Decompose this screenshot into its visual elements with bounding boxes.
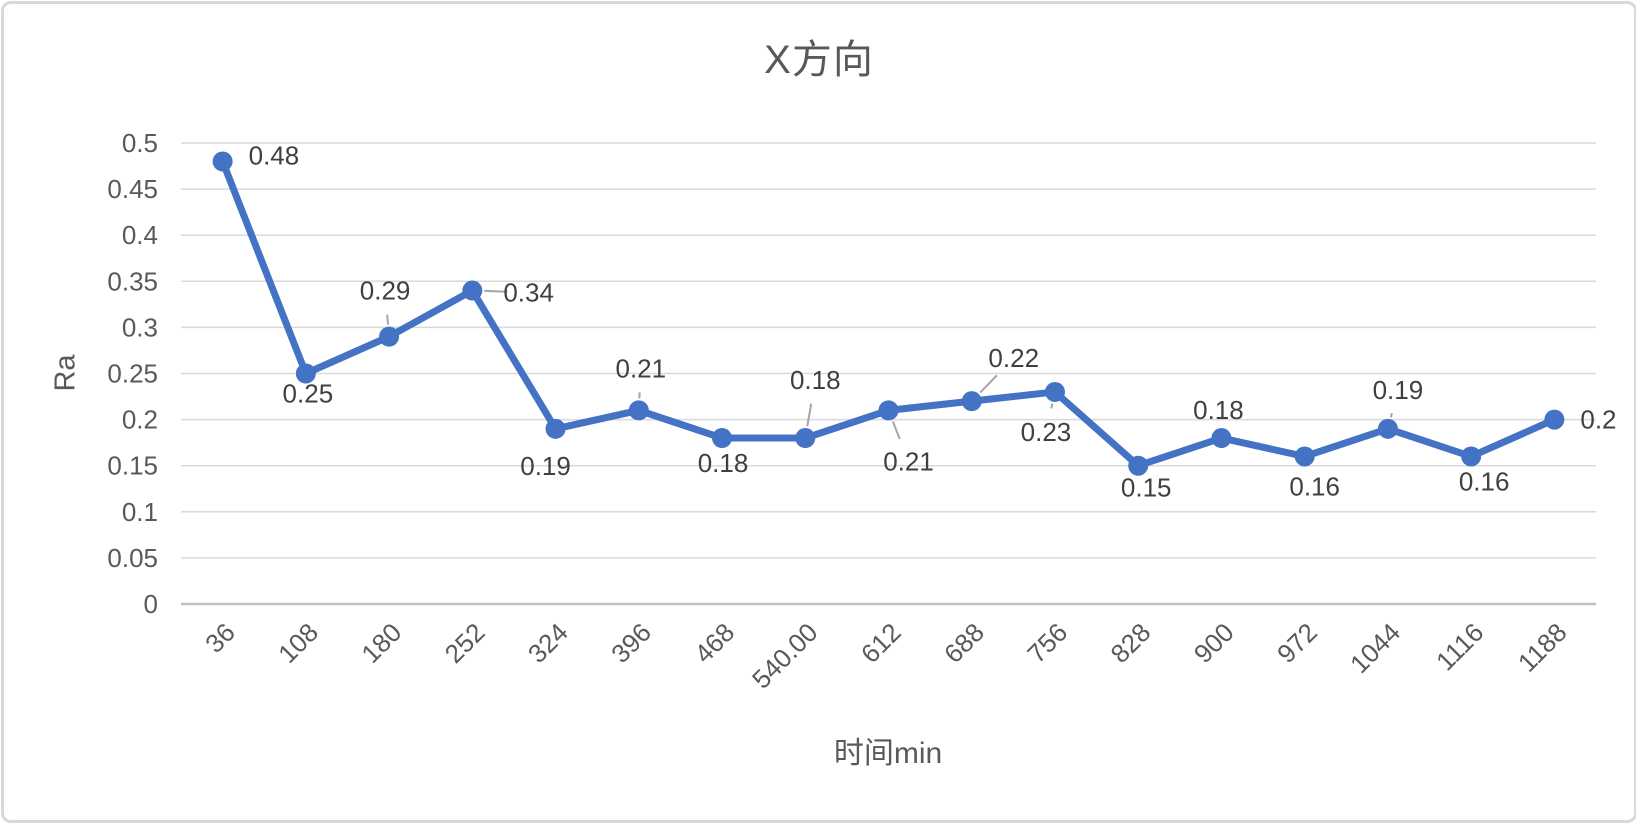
data-point-marker (629, 400, 649, 420)
data-point-label: 0.21 (883, 446, 934, 476)
x-axis-tick-label: 396 (605, 617, 657, 669)
x-axis-tick-label: 688 (938, 617, 990, 669)
data-point-marker (795, 428, 815, 448)
x-axis-tick-label: 612 (855, 617, 907, 669)
data-point-label: 0.19 (1373, 375, 1424, 405)
leader-line (1391, 413, 1392, 417)
x-axis-tick-label: 180 (355, 617, 407, 669)
y-axis-tick-label: 0.05 (107, 543, 158, 573)
data-point-marker (462, 281, 482, 301)
data-point-marker (546, 419, 566, 439)
y-axis-tick-label: 0.45 (107, 174, 158, 204)
data-point-label: 0.23 (1021, 417, 1072, 447)
data-point-label: 0.48 (249, 140, 300, 170)
data-point-label: 0.18 (790, 365, 841, 395)
data-point-label: 0.34 (503, 278, 554, 308)
x-axis-tick-label: 1116 (1430, 617, 1489, 676)
data-point-marker (1295, 446, 1315, 466)
data-point-label: 0.18 (698, 448, 749, 478)
data-point-label: 0.19 (520, 451, 571, 481)
line-chart-plot: 0 0.05 0.1 0.15 0.2 0.25 0.3 0.35 0.4 0.45 0.5 36 10… (3, 3, 1636, 825)
y-axis-tick-label: 0.4 (122, 220, 158, 250)
data-point-label: 0.2 (1580, 405, 1616, 435)
data-point-marker (1045, 382, 1065, 402)
x-axis-tick-label: 540.00 (746, 617, 823, 694)
data-point-marker (1461, 446, 1481, 466)
y-axis-tick-label: 0.15 (107, 451, 158, 481)
leader-line (807, 404, 811, 427)
x-axis-tick-label: 468 (688, 617, 740, 669)
y-axis-tick-label: 0.5 (122, 128, 158, 158)
leader-line (387, 315, 388, 325)
data-point-label: 0.18 (1193, 395, 1244, 425)
data-point-marker (1544, 410, 1564, 430)
data-point-label: 0.25 (283, 379, 334, 409)
data-point-marker (962, 391, 982, 411)
data-point-marker (712, 428, 732, 448)
x-axis-tick-label: 972 (1271, 617, 1323, 669)
y-axis-tick-label: 0.25 (107, 359, 158, 389)
data-point-label: 0.21 (615, 353, 666, 383)
y-axis-tick-label: 0.1 (122, 497, 158, 527)
x-axis-tick-label: 1188 (1512, 617, 1573, 678)
x-axis-tick-label: 252 (439, 617, 491, 669)
data-point-marker (879, 400, 899, 420)
x-axis-tick-label: 828 (1105, 617, 1157, 669)
leader-line (893, 422, 900, 439)
x-axis-tick-label: 1044 (1344, 617, 1406, 679)
data-point-label: 0.22 (988, 343, 1039, 373)
y-axis-tick-label: 0.3 (122, 312, 158, 342)
leader-line (1051, 404, 1052, 409)
y-axis-tick-label: 0.2 (122, 405, 158, 435)
data-point-label: 0.16 (1289, 471, 1340, 501)
data-point-label: 0.15 (1121, 473, 1172, 503)
x-axis-tick-label: 108 (272, 617, 324, 669)
data-point-marker (213, 151, 233, 171)
x-axis-tick-label: 36 (199, 617, 241, 659)
leader-line (980, 375, 997, 392)
y-axis-tick-label: 0 (144, 589, 158, 619)
data-point-marker (1211, 428, 1231, 448)
x-axis-tick-label: 900 (1188, 617, 1240, 669)
data-point-marker (1378, 419, 1398, 439)
data-point-marker (379, 327, 399, 347)
data-point-label: 0.16 (1459, 466, 1510, 496)
data-point-label: 0.29 (360, 276, 411, 306)
y-axis-tick-label: 0.35 (107, 266, 158, 296)
x-axis-tick-label: 756 (1021, 617, 1073, 669)
x-axis-tick-label: 324 (522, 617, 574, 669)
